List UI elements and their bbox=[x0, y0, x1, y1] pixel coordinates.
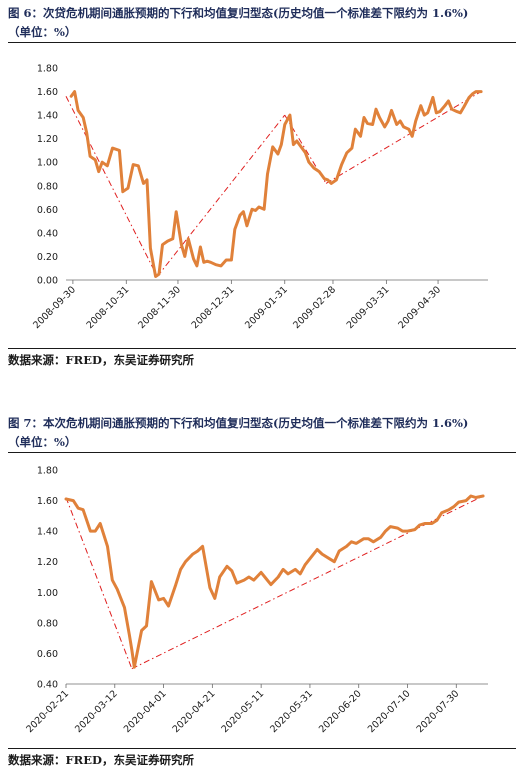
y-tick-label: 1.40 bbox=[37, 527, 58, 538]
trend-line-segment bbox=[65, 497, 133, 669]
x-tick-label: 2020-02-21 bbox=[24, 688, 71, 735]
trend-line-segment bbox=[325, 91, 482, 184]
y-tick-label: 1.60 bbox=[37, 496, 58, 507]
y-tick-label: 0.00 bbox=[37, 276, 58, 287]
x-tick-label: 2008-11-30 bbox=[136, 284, 183, 331]
trend-line-segment bbox=[65, 96, 158, 277]
y-tick-label: 0.40 bbox=[37, 228, 58, 239]
x-tick-label: 2009-04-30 bbox=[396, 284, 443, 331]
y-tick-label: 1.60 bbox=[37, 87, 58, 98]
x-tick-label: 2020-04-21 bbox=[171, 688, 218, 735]
y-tick-label: 0.20 bbox=[37, 252, 58, 263]
y-tick-label: 0.80 bbox=[37, 181, 58, 192]
trend-line-segment bbox=[131, 495, 484, 670]
figure-7-source: 数据来源：FRED，东吴证券研究所 bbox=[8, 753, 194, 767]
x-tick-label: 2020-07-30 bbox=[415, 688, 462, 735]
y-tick-label: 0.60 bbox=[37, 649, 58, 660]
figure-6-chart: 0.00 0.20 0.40 0.60 0.80 1.00 1.20 1.40 1.60 1.80… bbox=[31, 64, 488, 331]
x-tick-label: 2020-06-20 bbox=[317, 688, 364, 735]
y-tick-label: 0.40 bbox=[37, 680, 58, 691]
y-tick-label: 1.80 bbox=[37, 64, 58, 75]
x-tick-label: 2020-05-31 bbox=[268, 688, 315, 735]
y-tick-label: 1.40 bbox=[37, 111, 58, 122]
figure-6-caption-line2: （单位：%） bbox=[8, 25, 77, 39]
x-tick-label: 2020-07-10 bbox=[366, 688, 413, 735]
y-tick-label: 1.80 bbox=[37, 466, 58, 477]
figure-6-caption: 图 6：次贷危机期间通胀预期的下行和均值复归型态(历史均值一个标准差下限约为 1… bbox=[8, 4, 518, 42]
figure-6-bottom-rule bbox=[8, 348, 516, 349]
inflation-expectation-line bbox=[64, 494, 485, 669]
figure-7-top-rule bbox=[8, 452, 516, 453]
y-tick-label: 1.20 bbox=[37, 557, 58, 568]
inflation-expectation-line bbox=[69, 90, 483, 278]
y-tick-label: 0.80 bbox=[37, 618, 58, 629]
x-tick-label: 2020-03-12 bbox=[73, 688, 120, 735]
y-tick-label: 1.00 bbox=[37, 158, 58, 169]
figure-7-caption-line1: 图 7：本次危机期间通胀预期的下行和均值复归型态(历史均值一个标准差下限约为 1… bbox=[8, 416, 469, 430]
figure-7-chart: 0.40 0.60 0.80 1.00 1.20 1.40 1.60 1.80 2020-02-… bbox=[24, 466, 488, 735]
x-tick-label: 2020-04-01 bbox=[122, 688, 169, 735]
figure-7-bottom-rule bbox=[8, 748, 516, 749]
x-tick-label: 2009-02-28 bbox=[291, 284, 338, 331]
trend-line-segment bbox=[156, 114, 286, 277]
figure-7-caption-line2: （单位：%） bbox=[8, 435, 77, 449]
y-tick-label: 1.20 bbox=[37, 134, 58, 145]
y-tick-label: 0.60 bbox=[37, 205, 58, 216]
x-tick-label: 2020-05-11 bbox=[219, 688, 266, 735]
x-tick-label: 2008-12-31 bbox=[190, 284, 237, 331]
figure-6-caption-line1: 图 6：次贷危机期间通胀预期的下行和均值复归型态(历史均值一个标准差下限约为 1… bbox=[8, 6, 469, 20]
figure-6-top-rule bbox=[8, 42, 516, 43]
figure-7-caption: 图 7：本次危机期间通胀预期的下行和均值复归型态(历史均值一个标准差下限约为 1… bbox=[8, 414, 518, 452]
x-tick-label: 2008-09-30 bbox=[31, 284, 78, 331]
x-tick-label: 2009-03-31 bbox=[345, 284, 392, 331]
x-tick-label: 2008-10-31 bbox=[85, 284, 132, 331]
figure-6-source: 数据来源：FRED，东吴证券研究所 bbox=[8, 353, 194, 367]
y-tick-label: 1.00 bbox=[37, 588, 58, 599]
x-tick-label: 2009-01-31 bbox=[243, 284, 290, 331]
